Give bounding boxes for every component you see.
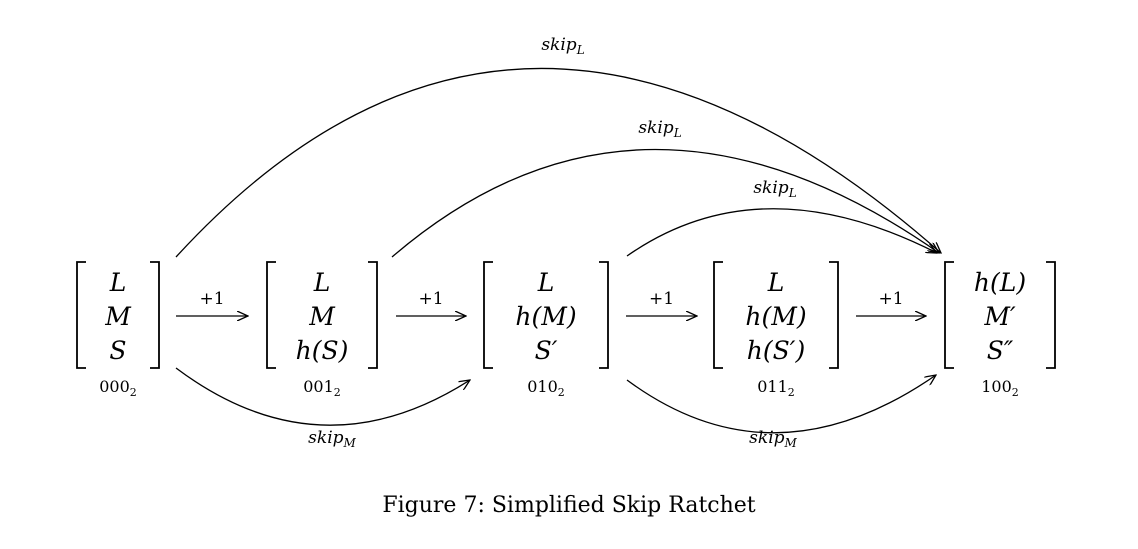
left-bracket <box>483 261 493 369</box>
state-entry: S″ <box>987 336 1014 365</box>
state-entry: S <box>109 336 126 365</box>
state-entry: h(L) <box>974 268 1026 297</box>
left-bracket <box>713 261 723 369</box>
state-vector-4: h(L) M′ S″ 1002 <box>944 261 1056 399</box>
left-bracket <box>266 261 276 369</box>
increment-label: +1 <box>418 289 443 309</box>
skip-curve <box>626 375 936 434</box>
skip-L-arrow-2: skipL <box>626 178 937 257</box>
skip-curve <box>175 367 470 426</box>
right-bracket <box>150 261 160 369</box>
skip-curve <box>175 67 941 258</box>
skip-L-arrow-0: skipL <box>175 35 941 258</box>
right-bracket <box>829 261 839 369</box>
left-bracket <box>76 261 86 369</box>
state-vector-0: LMS 0002 <box>76 261 160 399</box>
state-index: 0002 <box>99 377 137 399</box>
increment-label: +1 <box>878 289 903 309</box>
state-entry: L <box>767 268 785 297</box>
figure-caption: Figure 7: Simplified Skip Ratchet <box>382 493 755 518</box>
state-entry: h(M) <box>745 302 806 331</box>
increment-arrow-2: +1 <box>626 289 697 316</box>
state-entry: h(S′) <box>747 336 805 365</box>
state-entry: L <box>109 268 127 297</box>
state-vector-3: Lh(M) h(S′) 0112 <box>713 261 839 399</box>
state-vector-2: Lh(M) S′ 0102 <box>483 261 609 399</box>
state-vector-1: LMh(S) 0012 <box>266 261 378 399</box>
right-bracket <box>599 261 609 369</box>
skip-label: skipM <box>308 428 356 450</box>
state-entry: h(M) <box>515 302 576 331</box>
state-index: 0112 <box>757 377 795 399</box>
skip-label: skipL <box>541 35 584 57</box>
increment-arrow-3: +1 <box>856 289 926 316</box>
right-bracket <box>1046 261 1056 369</box>
state-entry: L <box>313 268 331 297</box>
skip-curve <box>391 148 939 258</box>
state-entry: S′ <box>535 336 558 365</box>
increment-label: +1 <box>649 289 674 309</box>
skip-label: skipL <box>753 178 796 200</box>
increment-arrow-1: +1 <box>396 289 466 316</box>
state-entry: M <box>104 302 132 331</box>
state-entry: M′ <box>983 302 1016 331</box>
skip-M-arrow-3: skipM <box>175 367 470 450</box>
state-index: 1002 <box>981 377 1019 399</box>
skip-M-arrow-4: skipM <box>626 375 936 450</box>
skip-label: skipM <box>749 428 797 450</box>
skip-curve <box>626 208 937 257</box>
skip-L-arrow-1: skipL <box>391 118 939 258</box>
increment-arrow-0: +1 <box>176 289 248 316</box>
left-bracket <box>944 261 954 369</box>
state-index: 0102 <box>527 377 565 399</box>
state-entry: M <box>308 302 336 331</box>
skip-label: skipL <box>638 118 681 140</box>
state-index: 0012 <box>303 377 341 399</box>
state-entry: L <box>537 268 555 297</box>
right-bracket <box>368 261 378 369</box>
state-entry: h(S) <box>296 336 349 365</box>
increment-label: +1 <box>199 289 224 309</box>
